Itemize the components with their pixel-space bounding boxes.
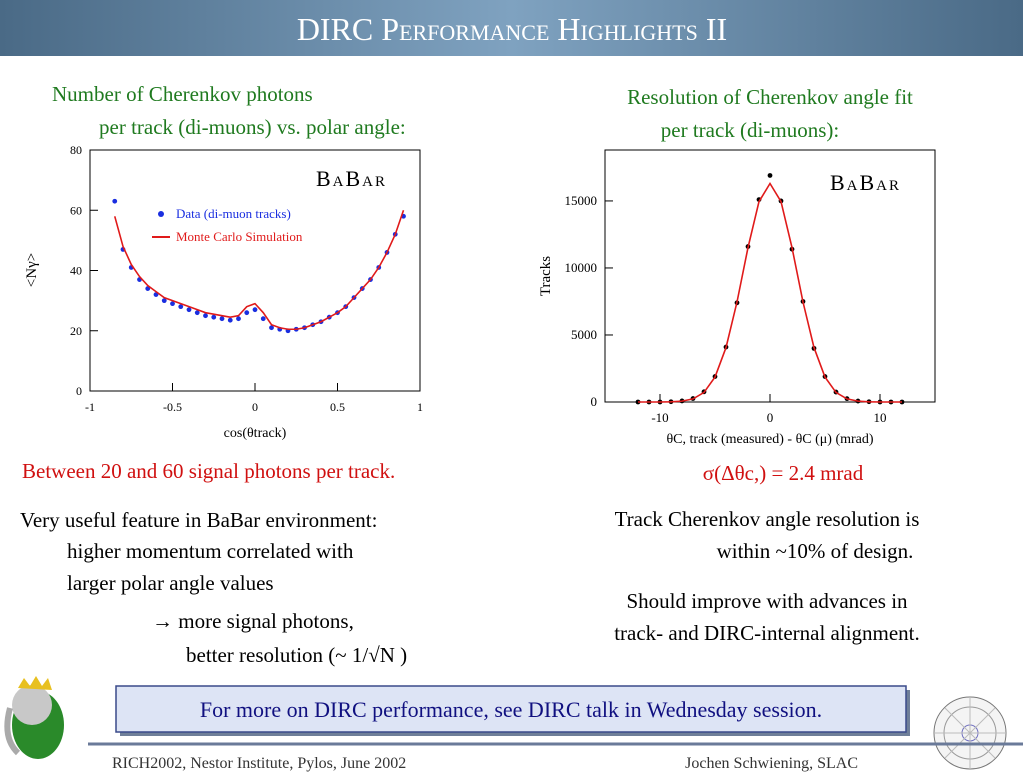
- banner-text: For more on DIRC performance, see DIRC t…: [200, 697, 822, 722]
- x-tick-label: -1: [85, 400, 95, 414]
- header-bar: [0, 0, 1023, 56]
- x-tick-label: 10: [874, 410, 887, 425]
- x-tick-label: 0: [767, 410, 774, 425]
- data-point: [170, 301, 175, 307]
- data-point: [236, 316, 241, 322]
- data-point: [161, 298, 167, 304]
- left-body: Very useful feature in BaBar environment…: [20, 508, 377, 532]
- y-tick-label: 5000: [571, 327, 597, 342]
- mascot: [4, 676, 64, 759]
- x-tick-label: -0.5: [163, 400, 182, 414]
- y-tick-label: 60: [70, 203, 82, 217]
- data-point: [260, 316, 266, 322]
- y-tick-label: 10000: [565, 260, 598, 275]
- left-heading: per track (di-muons) vs. polar angle:: [99, 115, 406, 139]
- x-tick-label: 0: [252, 400, 258, 414]
- x-tick-label: 1: [417, 400, 423, 414]
- series-line: [638, 181, 902, 403]
- data-point: [269, 325, 274, 331]
- data-point: [227, 317, 233, 323]
- left-summary: Between 20 and 60 signal photons per tra…: [22, 459, 395, 483]
- right-body: track- and DIRC-internal alignment.: [614, 621, 920, 645]
- right-body: within ~10% of design.: [717, 539, 914, 563]
- data-point: [767, 173, 773, 178]
- series-line: [113, 209, 405, 331]
- legend-label: Monte Carlo Simulation: [176, 229, 303, 244]
- left-body: better resolution (~ 1/√N ): [186, 643, 407, 667]
- y-tick-label: 20: [70, 324, 82, 338]
- y-tick-label: 80: [70, 143, 82, 157]
- x-axis-label: cos(θtrack): [224, 426, 287, 441]
- left-body: → more signal photons,: [152, 609, 354, 633]
- y-tick-label: 40: [70, 264, 82, 278]
- legend-swatch: [158, 211, 164, 217]
- left-body: larger polar angle values: [67, 571, 274, 595]
- title: DIRC Performance Highlights II: [297, 11, 727, 47]
- y-tick-label: 15000: [565, 193, 598, 208]
- x-axis-label: θC, track (measured) - θC (μ) (mrad): [666, 432, 873, 447]
- data-point: [244, 310, 250, 316]
- y-tick-label: 0: [591, 394, 598, 409]
- right-summary: σ(Δθc,) = 2.4 mrad: [703, 461, 864, 485]
- y-axis-label: Tracks: [538, 256, 554, 296]
- right-heading: Resolution of Cherenkov angle fit: [627, 85, 913, 109]
- x-tick-label: -10: [651, 410, 668, 425]
- data-point: [203, 313, 208, 319]
- data-point: [219, 316, 225, 322]
- data-point: [194, 310, 200, 316]
- data-point: [112, 198, 118, 204]
- y-axis-label: <Nγ>: [24, 253, 40, 287]
- right-heading: per track (di-muons):: [661, 118, 839, 142]
- right-body: Track Cherenkov angle resolution is: [615, 507, 920, 531]
- data-point: [211, 314, 217, 320]
- data-point: [252, 307, 258, 313]
- y-tick-label: 0: [76, 384, 82, 398]
- babar-logo: BaBar: [316, 166, 387, 191]
- right-body: Should improve with advances in: [626, 589, 908, 613]
- left-heading: Number of Cherenkov photons: [52, 82, 313, 106]
- banner-box: [115, 685, 907, 733]
- data-point: [186, 307, 192, 313]
- x-tick-label: 0.5: [330, 400, 345, 414]
- data-point: [178, 304, 184, 310]
- footer-right: Jochen Schwiening, SLAC: [685, 755, 858, 772]
- footer-left: RICH2002, Nestor Institute, Pylos, June …: [112, 755, 406, 772]
- left-body: higher momentum correlated with: [67, 539, 354, 563]
- babar-logo: BaBar: [830, 170, 901, 195]
- dirc-icon: [933, 696, 1007, 770]
- legend-label: Data (di-muon tracks): [176, 206, 291, 221]
